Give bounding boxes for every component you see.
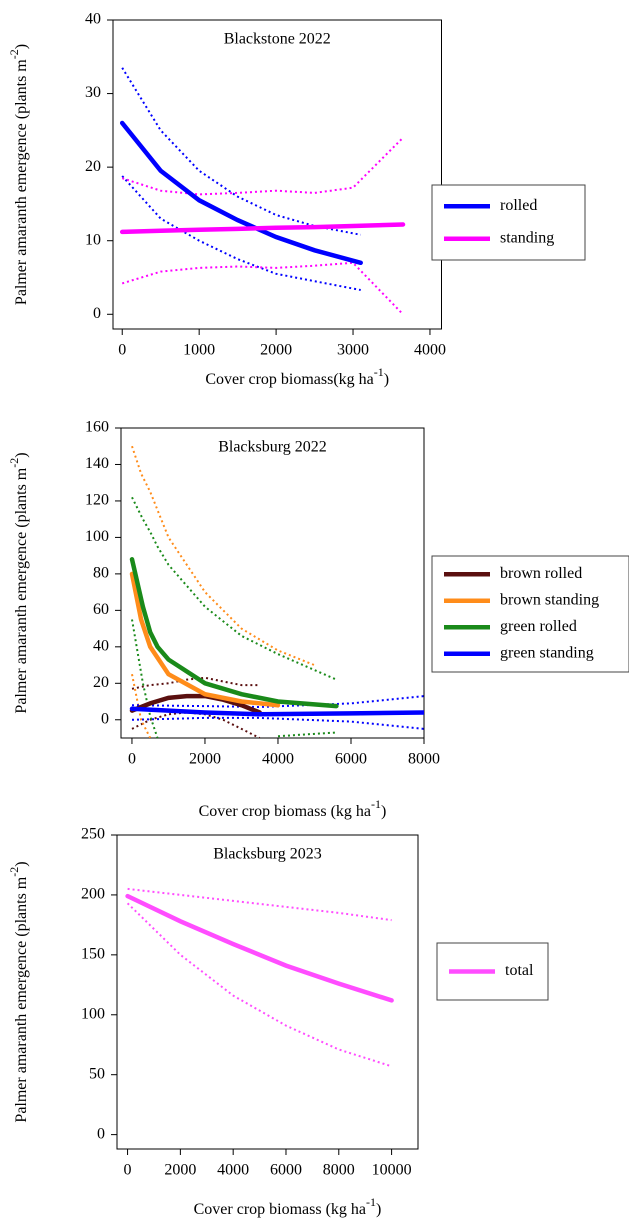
y-tick-label: 10 [85, 231, 101, 248]
x-axis-label: Cover crop biomass (kg ha-1) [194, 1195, 382, 1218]
x-axis-label-text: Cover crop biomass (kg ha [199, 803, 371, 820]
x-tick-label: 8000 [408, 751, 440, 768]
legend-box [431, 184, 586, 261]
panel-title: Blacksburg 2022 [218, 439, 327, 456]
plot-area [119, 67, 406, 315]
x-tick-label: 0 [128, 751, 136, 768]
upper-band [127, 887, 392, 922]
legend-label: standing [500, 229, 554, 246]
y-tick-label: 100 [85, 528, 109, 545]
y-tick-label: 160 [85, 419, 109, 436]
upper-band [121, 67, 361, 236]
x-tick-label: 0 [124, 1162, 132, 1179]
fit-line [129, 557, 339, 709]
x-tick-label: 6000 [335, 751, 367, 768]
y-tick-label: 20 [85, 158, 101, 175]
y-axis-label-sup: -2 [7, 867, 21, 877]
panel-title: Blacksburg 2023 [213, 846, 322, 863]
y-axis-label-end: ) [13, 452, 30, 457]
y-tick-label: 200 [81, 886, 105, 903]
fit-line [129, 571, 281, 708]
x-axis-label-sup: -1 [366, 1195, 376, 1209]
x-tick-label: 8000 [323, 1162, 355, 1179]
lower-band [126, 902, 392, 1068]
x-tick-label: 0 [118, 342, 126, 359]
upper-band [131, 496, 337, 681]
x-axis-label: Cover crop biomass(kg ha-1) [205, 365, 389, 388]
lower-band [131, 711, 261, 738]
legend-label: rolled [500, 197, 537, 214]
x-axis-label-end: ) [384, 371, 389, 388]
y-tick-label: 20 [93, 674, 109, 691]
fit-line [129, 693, 262, 715]
plot-frame [116, 834, 419, 1150]
y-tick-label: 40 [93, 637, 109, 654]
plot-frame [120, 427, 425, 739]
y-axis-label-sup: -2 [7, 49, 21, 59]
y-tick-label: 80 [93, 565, 109, 582]
y-tick-label: 150 [81, 946, 105, 963]
y-axis-label-sup: -2 [7, 458, 21, 468]
x-tick-label: 2000 [189, 751, 221, 768]
legend-label: total [505, 962, 534, 979]
y-tick-label: 0 [101, 710, 109, 727]
upper-band [121, 136, 404, 196]
upper-band [131, 445, 315, 667]
y-tick-label: 100 [81, 1005, 105, 1022]
y-axis-label-text: Palmer amaranth emergence (plants m [13, 467, 30, 713]
y-tick-label: 40 [85, 11, 101, 28]
panel-title: Blackstone 2022 [224, 31, 331, 48]
x-axis-label-text: Cover crop biomass (kg ha [194, 1201, 366, 1218]
fit-line [119, 120, 363, 266]
fit-line [119, 222, 406, 235]
lower-band [131, 674, 152, 738]
x-axis-label-text: Cover crop biomass(kg ha [205, 371, 373, 388]
x-tick-label: 3000 [337, 342, 369, 359]
y-axis-label: Palmer amaranth emergence (plants m-2) [7, 452, 30, 713]
fit-line [125, 893, 394, 1003]
x-axis-label-end: ) [381, 803, 386, 820]
x-axis-label-end: ) [376, 1201, 381, 1218]
x-tick-label: 10000 [372, 1162, 412, 1179]
y-axis-label: Palmer amaranth emergence (plants m-2) [7, 861, 30, 1122]
x-tick-label: 2000 [260, 342, 292, 359]
x-tick-label: 1000 [183, 342, 215, 359]
lower-band [131, 619, 337, 738]
legend-label: brown rolled [500, 565, 582, 582]
y-axis-label: Palmer amaranth emergence (plants m-2) [7, 44, 30, 305]
upper-band [131, 676, 260, 690]
x-axis-label-sup: -1 [371, 797, 381, 811]
y-tick-label: 30 [85, 84, 101, 101]
x-tick-label: 4000 [414, 342, 446, 359]
y-tick-label: 250 [81, 826, 105, 843]
x-axis-label: Cover crop biomass (kg ha-1) [199, 797, 387, 820]
y-tick-label: 0 [97, 1125, 105, 1142]
legend-label: brown standing [500, 591, 599, 608]
lower-band [131, 716, 424, 730]
legend-label: green rolled [500, 618, 577, 635]
lower-band [121, 261, 404, 315]
y-axis-label-text: Palmer amaranth emergence (plants m [13, 59, 30, 305]
x-tick-label: 6000 [270, 1162, 302, 1179]
fit-line [129, 706, 424, 717]
x-tick-label: 4000 [217, 1162, 249, 1179]
plot-frame [112, 19, 442, 330]
y-tick-label: 120 [85, 492, 109, 509]
x-axis-label-sup: -1 [374, 365, 384, 379]
legend-label: green standing [500, 644, 594, 661]
plot-area [125, 887, 394, 1068]
x-tick-label: 4000 [262, 751, 294, 768]
x-tick-label: 2000 [164, 1162, 196, 1179]
y-axis-label-end: ) [13, 861, 30, 866]
y-axis-label-end: ) [13, 44, 30, 49]
y-tick-label: 60 [93, 601, 109, 618]
y-tick-label: 50 [89, 1065, 105, 1082]
plot-area [129, 445, 424, 738]
y-tick-label: 140 [85, 455, 109, 472]
y-axis-label-text: Palmer amaranth emergence (plants m [13, 876, 30, 1122]
y-tick-label: 0 [93, 305, 101, 322]
